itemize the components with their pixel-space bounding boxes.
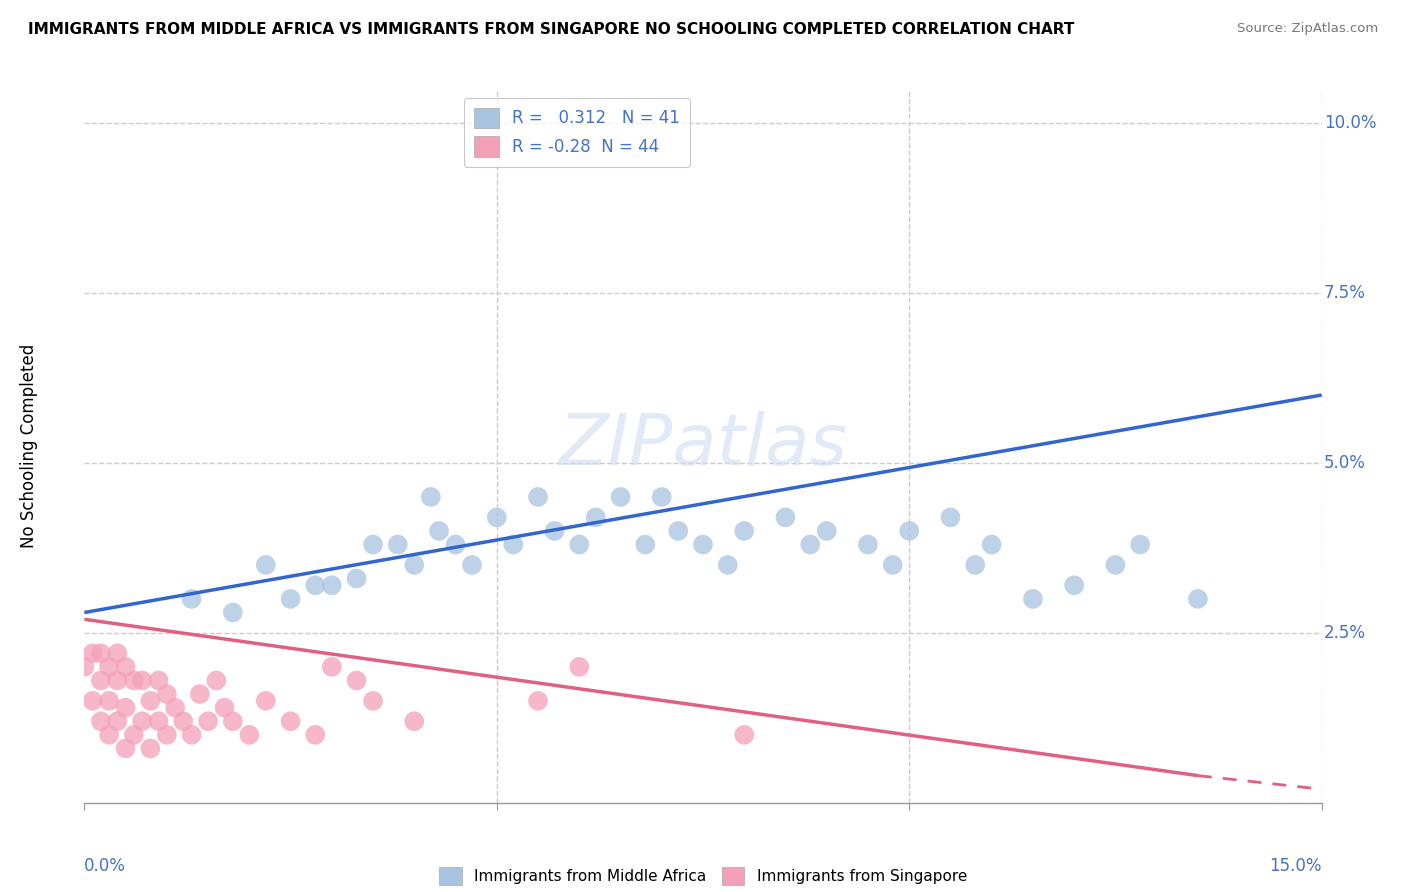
Point xyxy=(73,660,96,674)
Point xyxy=(105,673,128,688)
Point xyxy=(238,728,260,742)
Point xyxy=(105,646,128,660)
Text: 10.0%: 10.0% xyxy=(1324,114,1376,132)
Point xyxy=(122,728,145,742)
Point xyxy=(222,606,245,620)
Point xyxy=(1187,591,1209,606)
Text: No Schooling Completed: No Schooling Completed xyxy=(20,344,38,548)
Point xyxy=(717,558,740,572)
Point xyxy=(361,537,384,551)
Point xyxy=(131,714,153,729)
Point xyxy=(568,537,591,551)
Point xyxy=(188,687,211,701)
Point xyxy=(214,700,236,714)
Point xyxy=(90,714,112,729)
Point xyxy=(404,714,426,729)
Point xyxy=(799,537,821,551)
Point xyxy=(90,673,112,688)
Point xyxy=(444,537,467,551)
Text: 7.5%: 7.5% xyxy=(1324,284,1367,302)
Point xyxy=(148,673,170,688)
Point xyxy=(527,694,550,708)
Point xyxy=(139,741,162,756)
Text: 15.0%: 15.0% xyxy=(1270,857,1322,875)
Point xyxy=(346,572,368,586)
Point xyxy=(98,660,121,674)
Text: ZIPatlas: ZIPatlas xyxy=(558,411,848,481)
Point xyxy=(197,714,219,729)
Point xyxy=(156,687,179,701)
Point xyxy=(733,728,755,742)
Point xyxy=(404,558,426,572)
Text: 0.0%: 0.0% xyxy=(84,857,127,875)
Point xyxy=(609,490,631,504)
Point xyxy=(461,558,484,572)
Point xyxy=(180,591,202,606)
Text: Source: ZipAtlas.com: Source: ZipAtlas.com xyxy=(1237,22,1378,36)
Point xyxy=(321,660,343,674)
Point xyxy=(304,578,326,592)
Point xyxy=(666,524,689,538)
Point xyxy=(280,591,302,606)
Point xyxy=(82,646,104,660)
Point xyxy=(733,524,755,538)
Point xyxy=(114,700,136,714)
Point xyxy=(205,673,228,688)
Point xyxy=(280,714,302,729)
Text: 2.5%: 2.5% xyxy=(1324,624,1367,642)
Point xyxy=(856,537,879,551)
Point xyxy=(502,537,524,551)
Point xyxy=(568,660,591,674)
Point xyxy=(321,578,343,592)
Point xyxy=(898,524,921,538)
Point xyxy=(775,510,797,524)
Point xyxy=(105,714,128,729)
Point xyxy=(180,728,202,742)
Point xyxy=(965,558,987,572)
Point xyxy=(165,700,187,714)
Point xyxy=(254,694,277,708)
Point xyxy=(254,558,277,572)
Point xyxy=(1063,578,1085,592)
Point xyxy=(527,490,550,504)
Text: IMMIGRANTS FROM MIDDLE AFRICA VS IMMIGRANTS FROM SINGAPORE NO SCHOOLING COMPLETE: IMMIGRANTS FROM MIDDLE AFRICA VS IMMIGRA… xyxy=(28,22,1074,37)
Point xyxy=(139,694,162,708)
Point xyxy=(1129,537,1152,551)
Point xyxy=(122,673,145,688)
Text: 5.0%: 5.0% xyxy=(1324,454,1367,472)
Point xyxy=(346,673,368,688)
Point xyxy=(90,646,112,660)
Point xyxy=(114,741,136,756)
Point xyxy=(1022,591,1045,606)
Point xyxy=(114,660,136,674)
Point xyxy=(131,673,153,688)
Point xyxy=(156,728,179,742)
Point xyxy=(692,537,714,551)
Point xyxy=(651,490,673,504)
Point xyxy=(222,714,245,729)
Point xyxy=(815,524,838,538)
Point xyxy=(485,510,508,524)
Point xyxy=(82,694,104,708)
Point xyxy=(882,558,904,572)
Point xyxy=(939,510,962,524)
Point xyxy=(98,728,121,742)
Point xyxy=(543,524,565,538)
Point xyxy=(585,510,607,524)
Point xyxy=(98,694,121,708)
Point xyxy=(361,694,384,708)
Point xyxy=(148,714,170,729)
Point xyxy=(1104,558,1126,572)
Point xyxy=(427,524,450,538)
Point xyxy=(304,728,326,742)
Point xyxy=(980,537,1002,551)
Point xyxy=(387,537,409,551)
Point xyxy=(419,490,441,504)
Point xyxy=(634,537,657,551)
Legend: Immigrants from Middle Africa, Immigrants from Singapore: Immigrants from Middle Africa, Immigrant… xyxy=(433,861,973,891)
Point xyxy=(172,714,194,729)
